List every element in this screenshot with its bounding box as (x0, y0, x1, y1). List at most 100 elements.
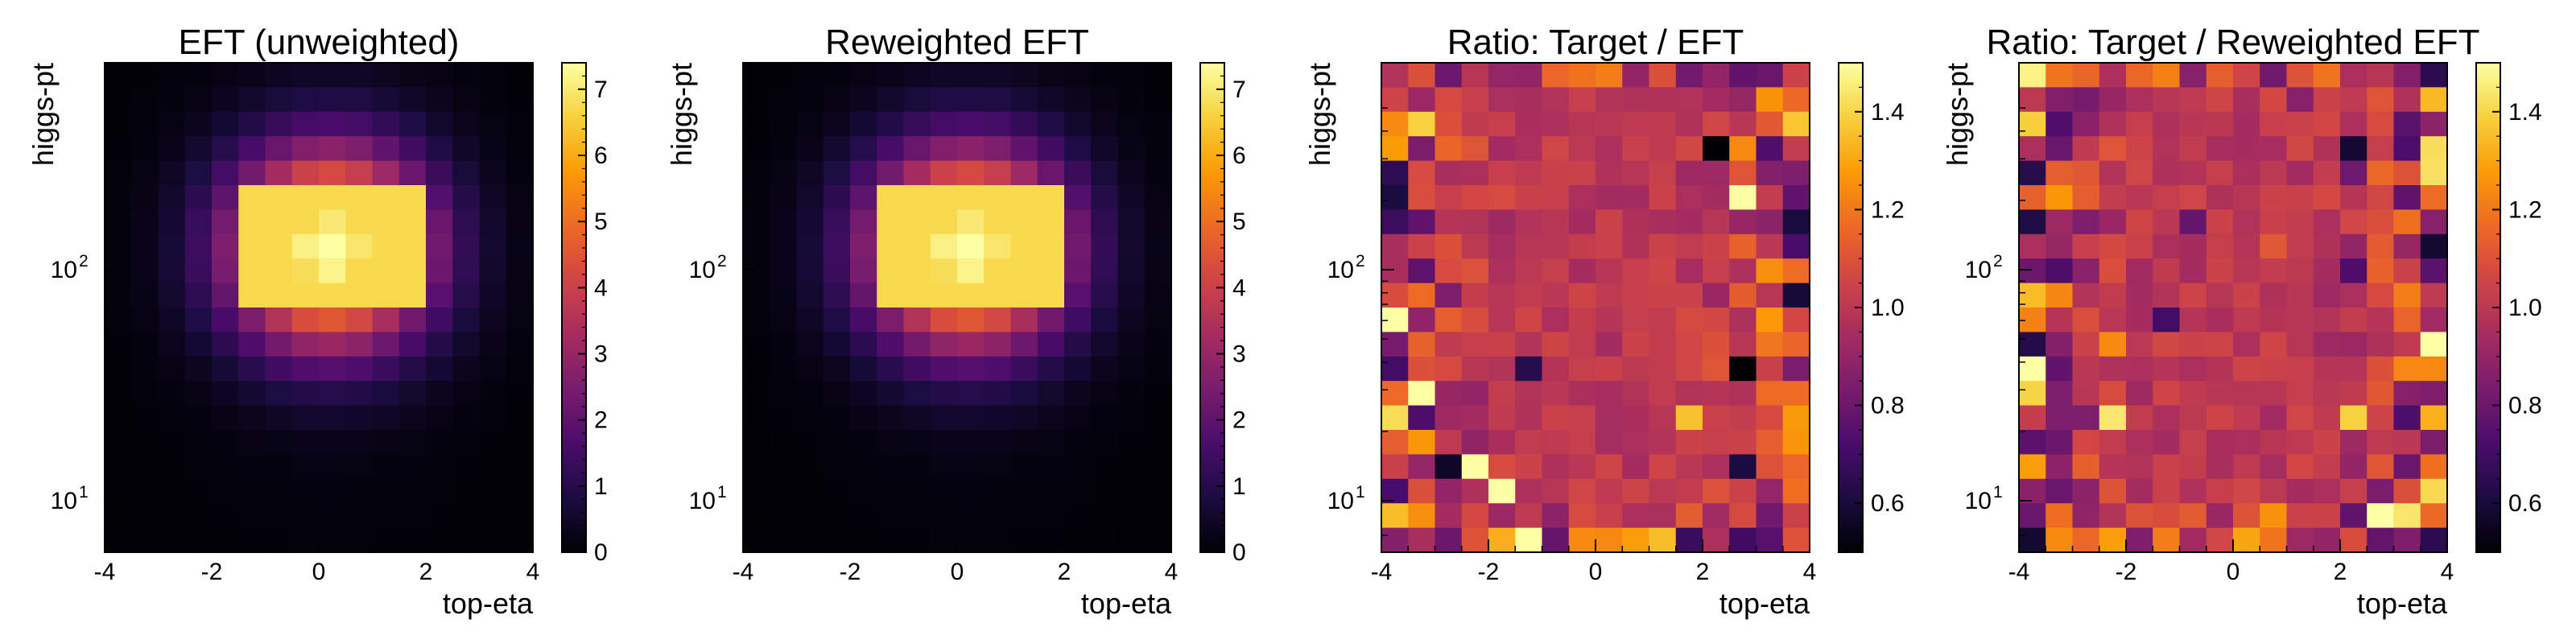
heatmap-cell (1408, 136, 1436, 162)
heatmap-cell (1515, 405, 1543, 431)
heatmap-cell (1568, 478, 1596, 504)
heatmap-cell (1408, 405, 1436, 431)
heatmap-cell (1703, 63, 1730, 88)
heatmap-cell (2046, 332, 2074, 357)
heatmap-cell (105, 430, 132, 455)
heatmap-cell (291, 185, 320, 210)
heatmap-cell (291, 381, 320, 407)
heatmap-cell (212, 63, 239, 88)
heatmap-cell (291, 258, 320, 284)
heatmap-cell (1596, 63, 1623, 88)
heatmap-cell (984, 136, 1012, 162)
y-tick-label: 10 (1965, 488, 1992, 514)
heatmap-cell (2286, 258, 2314, 284)
heatmap-cell (2233, 430, 2260, 455)
heatmap-cell (1568, 63, 1596, 88)
heatmap-cell (2313, 405, 2341, 431)
x-tick-label: 4 (526, 559, 540, 585)
heatmap-cell (796, 160, 824, 186)
y-tick-label: 10 (689, 488, 716, 514)
heatmap-cell (796, 209, 824, 235)
heatmap-cell (2019, 233, 2046, 259)
heatmap-cell (2367, 258, 2395, 284)
heatmap-cell (452, 111, 481, 137)
heatmap-cell (850, 63, 877, 88)
heatmap-cell (2260, 478, 2288, 504)
heatmap-cell (1091, 209, 1119, 235)
heatmap-cell (2420, 233, 2448, 259)
heatmap-cell (1596, 87, 1623, 113)
heatmap-cell (452, 478, 481, 504)
heatmap-cell (2072, 454, 2100, 480)
heatmap-cell (1037, 233, 1065, 259)
heatmap-cell (2313, 454, 2341, 480)
heatmap-cell (823, 405, 851, 431)
heatmap-cell (2260, 381, 2288, 407)
heatmap-cell (2153, 185, 2181, 210)
heatmap-cell (2072, 258, 2100, 284)
heatmap-cell (1729, 233, 1757, 259)
heatmap-cell (2393, 63, 2421, 88)
heatmap-cell (823, 160, 851, 186)
heatmap-cell (2099, 478, 2127, 504)
heatmap-cell (2179, 381, 2207, 407)
heatmap-cell (1729, 381, 1757, 407)
heatmap-cell (1435, 405, 1463, 431)
heatmap-cell (1488, 233, 1516, 259)
heatmap-cell (930, 332, 958, 357)
x-axis-label: top-eta (1719, 587, 1810, 620)
heatmap-cell (238, 63, 266, 88)
heatmap-cell (2286, 111, 2314, 137)
heatmap-cell (184, 136, 213, 162)
heatmap-cell (743, 136, 770, 162)
heatmap-cell (957, 454, 985, 480)
heatmap-cell (1622, 87, 1650, 113)
heatmap-cells (743, 63, 1172, 553)
y-tick-label: 10 (689, 257, 716, 283)
heatmap-cell (372, 209, 400, 235)
heatmap-cell (770, 258, 798, 284)
heatmap-cell (479, 258, 507, 284)
heatmap-cell (2179, 283, 2207, 308)
heatmap-cell (1675, 185, 1703, 210)
heatmap-cell (1756, 258, 1784, 284)
heatmap-cell (452, 87, 481, 113)
heatmap-cell (2393, 233, 2421, 259)
heatmap-cell (1117, 185, 1146, 210)
heatmap-cell (1461, 454, 1489, 480)
heatmap-cell (479, 111, 507, 137)
heatmap-cell (1703, 332, 1730, 357)
heatmap-cell (265, 430, 293, 455)
heatmap-cell (1381, 136, 1409, 162)
heatmap-cell (1381, 111, 1409, 137)
heatmap-cell (743, 527, 770, 553)
heatmap-cell (2340, 381, 2368, 407)
heatmap-cell (1756, 527, 1784, 553)
heatmap-cell (743, 233, 770, 259)
heatmap-cell (158, 308, 186, 332)
y-tick-exponent: 2 (1356, 252, 1365, 270)
heatmap-cell (2179, 87, 2207, 113)
heatmap-cell (823, 111, 851, 137)
heatmap-cell (2206, 430, 2234, 455)
heatmap-cell (2233, 136, 2260, 162)
heatmap-cell (1568, 283, 1596, 308)
heatmap-cell (1381, 381, 1409, 407)
heatmap-cell (291, 527, 320, 553)
heatmap-cell (1408, 381, 1436, 407)
heatmap-cell (770, 381, 798, 407)
heatmap-cell (1622, 356, 1650, 382)
heatmap-cell (1729, 356, 1757, 382)
heatmap-cell (1010, 136, 1038, 162)
heatmap-cell (2313, 160, 2341, 186)
heatmap-cell (1064, 136, 1092, 162)
heatmap-cell (319, 308, 346, 332)
heatmap-cell (506, 87, 534, 113)
heatmap-cell (2046, 160, 2074, 186)
heatmap-cell (184, 503, 213, 529)
heatmap-cell (2286, 527, 2314, 553)
heatmap-cell (1144, 503, 1172, 529)
heatmap-cell (319, 136, 346, 162)
heatmap-cell (2099, 160, 2127, 186)
heatmap-cell (2099, 63, 2127, 88)
